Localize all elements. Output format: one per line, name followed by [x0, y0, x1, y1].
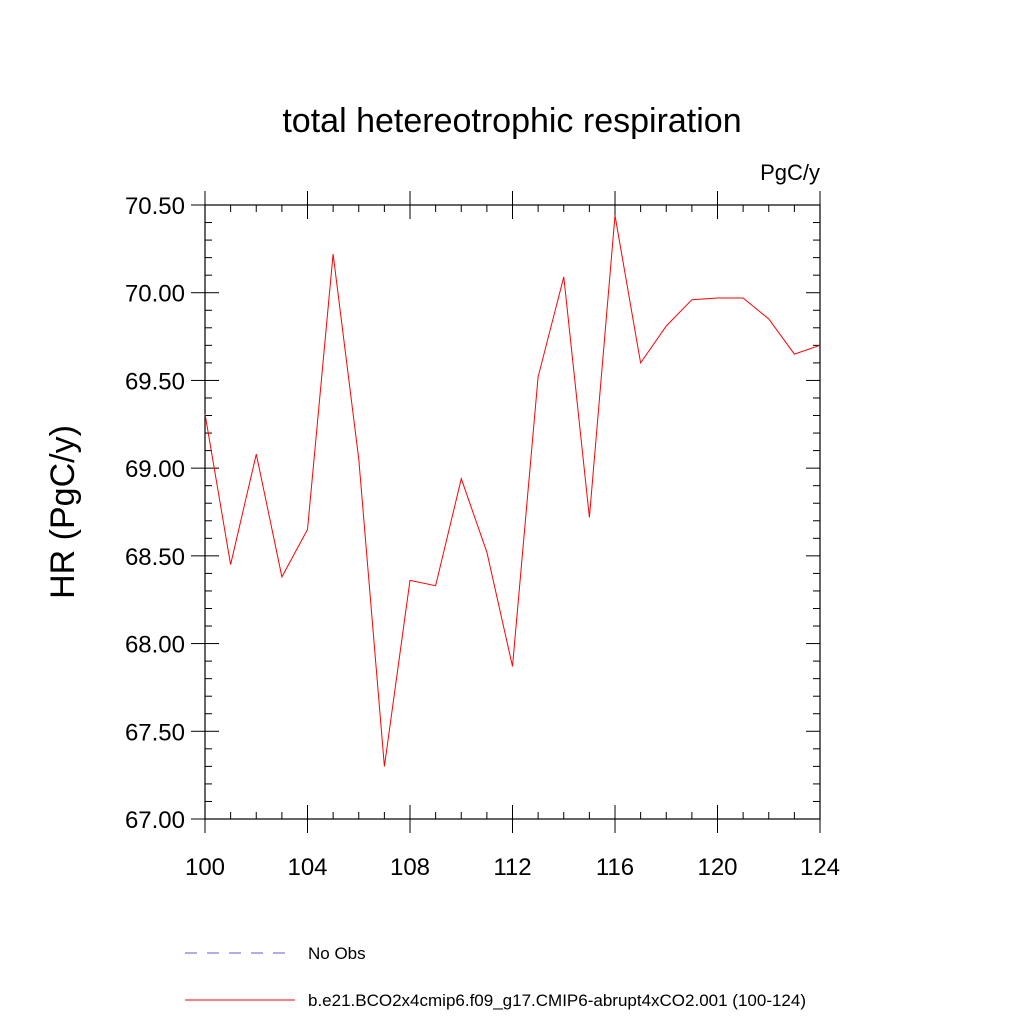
y-tick-label: 70.00 [125, 281, 185, 308]
legend: No Obs b.e21.BCO2x4cmip6.f09_g17.CMIP6-ab… [185, 944, 806, 1010]
y-tick-label: 68.50 [125, 544, 185, 571]
y-tick-label: 70.50 [125, 193, 185, 220]
y-axis-label: HR (PgC/y) [44, 425, 82, 599]
x-tick-label: 108 [390, 854, 430, 881]
x-tick-label: 100 [185, 854, 225, 881]
x-tick-label: 120 [697, 854, 737, 881]
legend-label: No Obs [308, 944, 366, 963]
units-label: PgC/y [760, 160, 820, 185]
y-tick-label: 67.50 [125, 719, 185, 746]
x-tick-label: 104 [287, 854, 327, 881]
y-tick-label: 67.00 [125, 807, 185, 834]
x-tick-label: 116 [596, 854, 634, 881]
plot-area: 67.00 67.50 68.00 68.50 69.00 69.50 70.00 70.50… [125, 191, 840, 881]
y-tick-label: 68.00 [125, 632, 185, 659]
y-tick-label: 69.00 [125, 456, 185, 483]
plot-frame [204, 204, 821, 820]
y-tick-label: 69.50 [125, 368, 185, 395]
series-line [204, 215, 821, 767]
legend-label: b.e21.BCO2x4cmip6.f09_g17.CMIP6-abrupt4x… [308, 991, 806, 1010]
chart-title: total hetereotrophic respiration [282, 102, 741, 140]
x-tick-label: 124 [800, 854, 840, 881]
x-tick-label: 112 [493, 854, 531, 881]
